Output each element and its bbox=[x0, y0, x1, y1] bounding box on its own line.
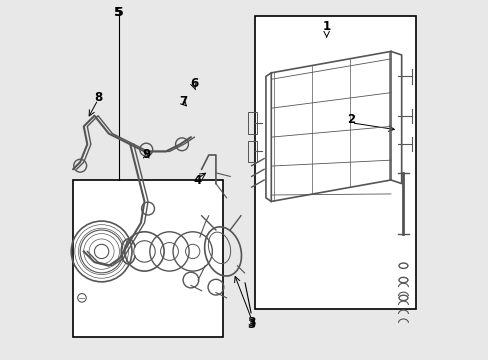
Text: 8: 8 bbox=[94, 91, 102, 104]
Text: 6: 6 bbox=[190, 77, 198, 90]
Bar bbox=[73, 180, 223, 337]
Bar bbox=[255, 16, 415, 309]
Text: 3: 3 bbox=[247, 316, 255, 329]
Text: 2: 2 bbox=[347, 113, 355, 126]
Text: 5: 5 bbox=[113, 6, 122, 19]
Bar bbox=[247, 141, 257, 162]
Text: 7: 7 bbox=[180, 95, 187, 108]
Text: 3: 3 bbox=[247, 318, 255, 331]
Text: 9: 9 bbox=[142, 148, 150, 162]
Text: 4: 4 bbox=[194, 174, 202, 186]
Bar bbox=[247, 112, 257, 134]
Text: 5: 5 bbox=[115, 6, 123, 19]
Text: 1: 1 bbox=[322, 20, 330, 33]
